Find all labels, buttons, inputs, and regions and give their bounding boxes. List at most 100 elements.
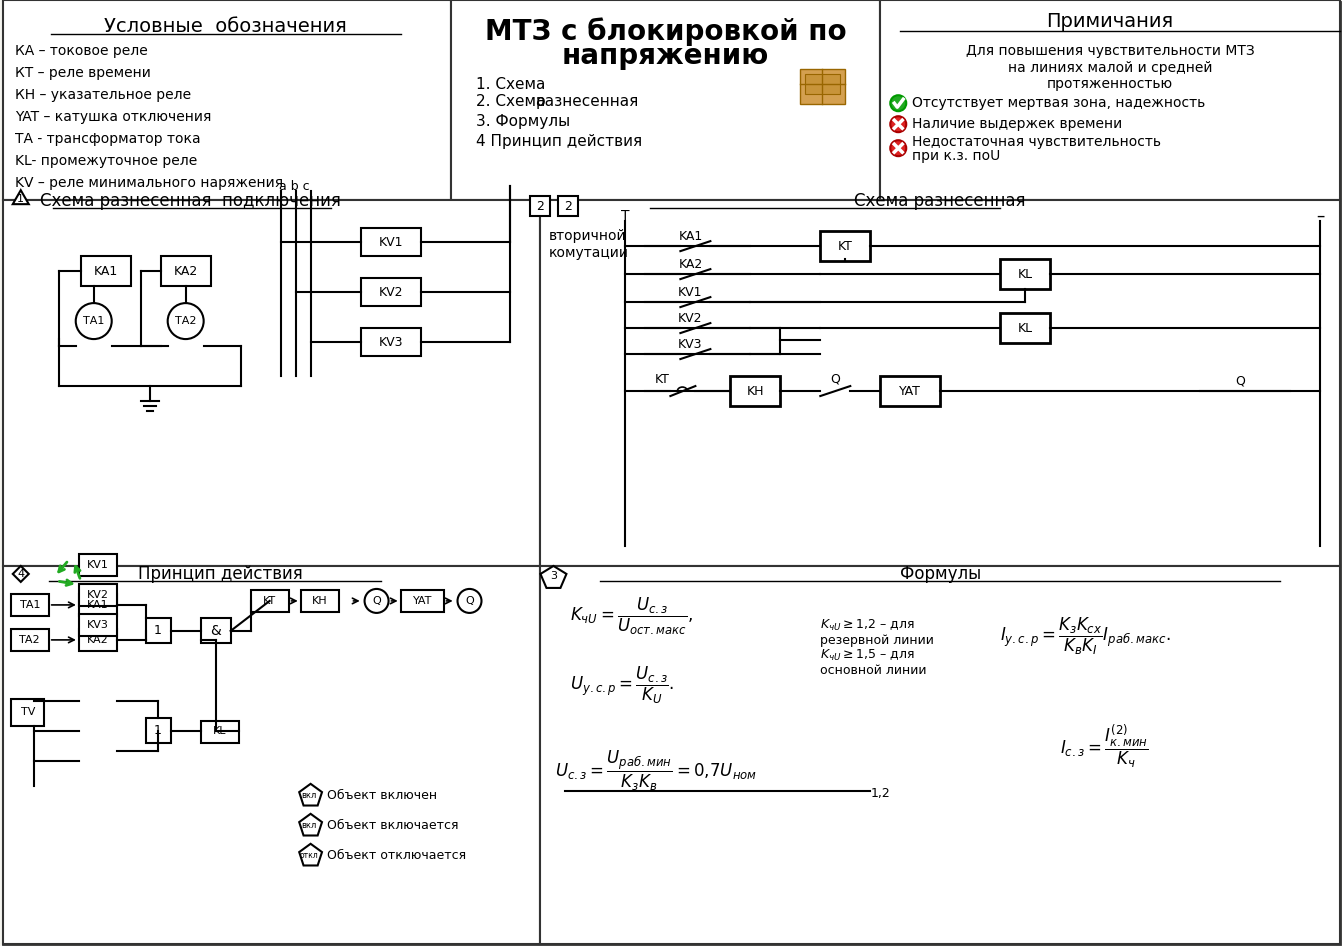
Text: ТА1: ТА1 [83, 316, 105, 326]
Bar [79, 594, 117, 616]
Circle shape [75, 303, 111, 339]
Text: KT: KT [837, 239, 852, 253]
Text: Q: Q [466, 596, 474, 606]
Circle shape [458, 589, 482, 613]
Circle shape [168, 303, 204, 339]
Text: Объект включается: Объект включается [326, 819, 458, 832]
Text: ТА - трансформатор тока: ТА - трансформатор тока [15, 132, 200, 147]
Text: KV1: KV1 [87, 560, 109, 569]
Text: KT: KT [655, 373, 670, 386]
Text: Q: Q [1235, 375, 1245, 388]
Text: резервной линии: резервной линии [820, 635, 934, 647]
Text: KV1: KV1 [678, 286, 703, 299]
Text: Объект отключается: Объект отключается [326, 850, 466, 862]
Text: KT: KT [263, 596, 276, 606]
Bar [79, 584, 117, 606]
Text: 4 Принцип действия: 4 Принцип действия [475, 133, 641, 149]
Text: KV1: KV1 [378, 236, 403, 249]
Bar [81, 256, 130, 286]
Bar [79, 554, 117, 576]
Bar [361, 228, 420, 256]
Text: 1. Схема: 1. Схема [475, 77, 545, 92]
Text: KV3: KV3 [378, 336, 403, 348]
Bar [800, 69, 845, 104]
Text: КН – указательное реле: КН – указательное реле [15, 88, 191, 102]
Circle shape [890, 96, 906, 112]
Text: 4: 4 [17, 569, 24, 579]
Text: протяженностью: протяженностью [1047, 78, 1173, 91]
Text: $U_{у.с.р}=\dfrac{U_{с.з}}{K_{U}}.$: $U_{у.с.р}=\dfrac{U_{с.з}}{K_{U}}.$ [570, 665, 675, 707]
Text: KA2: KA2 [87, 635, 109, 645]
Text: KH: KH [311, 596, 327, 606]
Text: TA2: TA2 [19, 635, 40, 645]
Text: разнесенная: разнесенная [535, 94, 639, 109]
Circle shape [890, 116, 906, 132]
Text: 3. Формулы: 3. Формулы [475, 114, 569, 129]
Polygon shape [13, 566, 28, 582]
Text: KV3: KV3 [87, 620, 109, 630]
Bar [1000, 259, 1051, 289]
Bar [201, 721, 239, 743]
Text: Условные  обозначения: Условные обозначения [105, 17, 348, 36]
Polygon shape [13, 190, 28, 204]
Bar [3, 566, 541, 944]
Text: ТА2: ТА2 [174, 316, 196, 326]
Text: –: – [1315, 207, 1325, 225]
Text: откл: откл [299, 851, 318, 860]
Bar [146, 618, 170, 643]
Text: KA2: KA2 [678, 257, 702, 271]
Circle shape [890, 140, 906, 156]
Text: KV2: KV2 [678, 311, 703, 324]
Bar [11, 699, 44, 726]
Text: вкл: вкл [301, 821, 317, 831]
Bar [11, 594, 48, 616]
Text: Q: Q [372, 596, 381, 606]
Text: KA2: KA2 [173, 265, 197, 277]
Bar [530, 196, 550, 216]
Text: 1: 1 [154, 624, 161, 638]
Bar [251, 590, 289, 612]
Bar [146, 718, 170, 743]
Text: 3: 3 [550, 571, 557, 581]
Bar [558, 196, 578, 216]
Text: МТЗ с блокировкой по: МТЗ с блокировкой по [484, 17, 847, 45]
Text: TV: TV [20, 707, 35, 717]
Text: T: T [621, 209, 629, 223]
Text: 1: 1 [17, 194, 24, 204]
Bar [880, 377, 941, 406]
Bar [400, 590, 443, 612]
Circle shape [365, 589, 389, 613]
Bar [361, 278, 420, 307]
Text: YAT: YAT [413, 596, 432, 606]
Text: &: & [211, 624, 221, 638]
Text: 2: 2 [565, 200, 573, 213]
Text: $K_{чU}{\geq}1{,}2$ – для: $K_{чU}{\geq}1{,}2$ – для [820, 619, 915, 634]
Text: KA1: KA1 [678, 230, 702, 242]
Text: KV – реле минимального наряжения: KV – реле минимального наряжения [15, 176, 283, 190]
Polygon shape [299, 814, 322, 835]
Text: Принцип действия: Принцип действия [138, 565, 303, 583]
Text: комутации: комутации [549, 246, 628, 260]
Polygon shape [541, 566, 566, 587]
Text: Отсутствует мертвая зона, надежность: Отсутствует мертвая зона, надежность [913, 96, 1205, 111]
Text: вторичной: вторичной [549, 229, 627, 243]
Text: Недостаточная чувствительность: Недостаточная чувствительность [913, 135, 1161, 149]
Text: Для повышения чувствительности МТЗ: Для повышения чувствительности МТЗ [966, 44, 1255, 59]
Text: KL: KL [1017, 268, 1033, 281]
Text: 2. Схема: 2. Схема [475, 94, 545, 109]
Text: KH: KH [746, 384, 764, 397]
Text: вкл: вкл [301, 791, 317, 800]
Bar [820, 231, 870, 261]
Bar [161, 256, 211, 286]
Text: KA1: KA1 [87, 600, 109, 610]
Text: KA1: KA1 [94, 265, 118, 277]
Text: KL: KL [213, 726, 227, 736]
Text: YAT – катушка отключения: YAT – катушка отключения [15, 110, 211, 124]
Bar [1000, 313, 1051, 343]
Text: при к.з. поU: при к.з. поU [913, 149, 1001, 163]
Text: Схема разнесенная: Схема разнесенная [855, 192, 1027, 210]
Text: на линиях малой и средней: на линиях малой и средней [1008, 61, 1212, 76]
Text: Наличие выдержек времени: Наличие выдержек времени [913, 117, 1122, 131]
Text: 1: 1 [154, 725, 161, 737]
Bar [3, 0, 451, 201]
